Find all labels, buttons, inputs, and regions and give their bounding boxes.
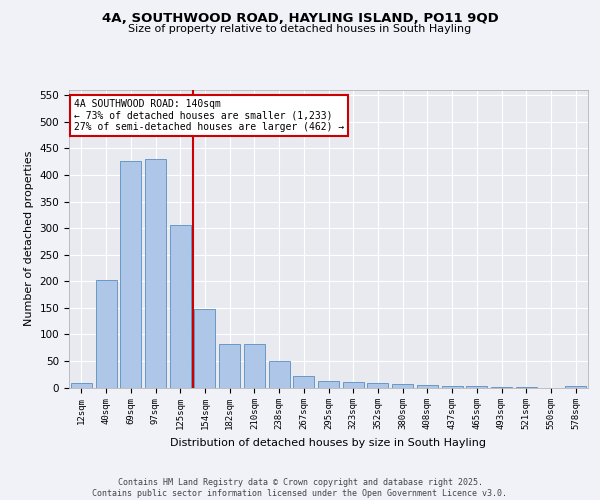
Bar	[491, 387, 512, 388]
Bar	[194, 310, 215, 388]
Bar	[516, 387, 537, 388]
Bar	[417, 386, 438, 388]
Text: 4A, SOUTHWOOD ROAD, HAYLING ISLAND, PO11 9QD: 4A, SOUTHWOOD ROAD, HAYLING ISLAND, PO11…	[101, 12, 499, 26]
Text: Size of property relative to detached houses in South Hayling: Size of property relative to detached ho…	[128, 24, 472, 34]
Text: 4A SOUTHWOOD ROAD: 140sqm
← 73% of detached houses are smaller (1,233)
27% of se: 4A SOUTHWOOD ROAD: 140sqm ← 73% of detac…	[74, 99, 344, 132]
X-axis label: Distribution of detached houses by size in South Hayling: Distribution of detached houses by size …	[170, 438, 487, 448]
Bar	[392, 384, 413, 388]
Bar	[442, 386, 463, 388]
Text: Contains HM Land Registry data © Crown copyright and database right 2025.
Contai: Contains HM Land Registry data © Crown c…	[92, 478, 508, 498]
Bar	[565, 386, 586, 388]
Bar	[367, 383, 388, 388]
Bar	[71, 383, 92, 388]
Bar	[244, 344, 265, 388]
Bar	[219, 344, 240, 388]
Bar	[145, 159, 166, 388]
Bar	[318, 381, 339, 388]
Bar	[293, 376, 314, 388]
Y-axis label: Number of detached properties: Number of detached properties	[24, 151, 34, 326]
Bar	[343, 382, 364, 388]
Bar	[269, 361, 290, 388]
Bar	[95, 280, 116, 388]
Bar	[466, 386, 487, 388]
Bar	[120, 160, 141, 388]
Bar	[170, 226, 191, 388]
